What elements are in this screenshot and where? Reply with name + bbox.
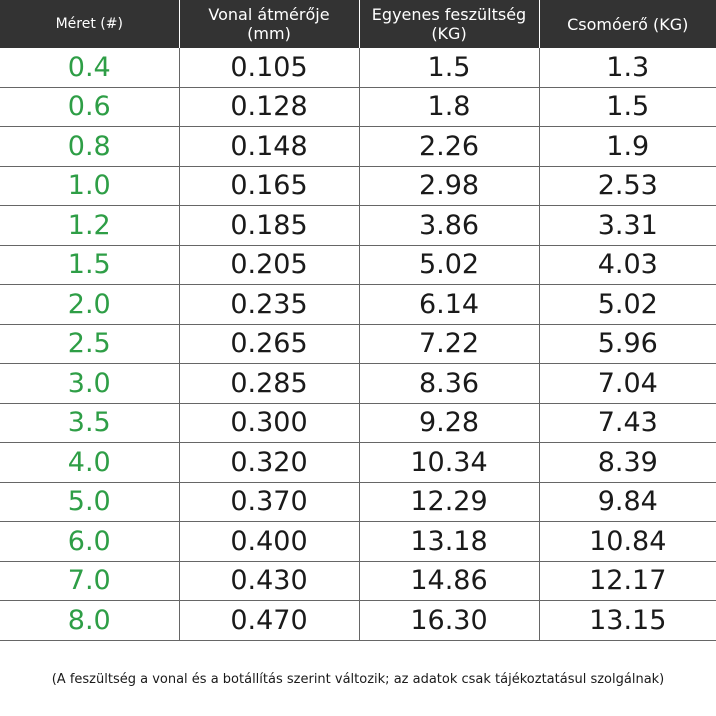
cell-diameter: 0.400 xyxy=(178,521,359,562)
cell-diameter: 0.430 xyxy=(178,561,359,601)
table-row: 1.5 0.205 5.02 4.03 xyxy=(0,245,716,285)
header-row: Méret (#) Vonal átmérője (mm) Egyenes fe… xyxy=(0,0,716,48)
cell-diameter: 0.205 xyxy=(178,245,359,285)
table-row: 0.4 0.105 1.5 1.3 xyxy=(0,48,716,88)
cell-straight-tension: 3.86 xyxy=(358,205,539,246)
cell-straight-tension: 1.8 xyxy=(358,87,539,127)
header-straight-tension: Egyenes feszültség (KG) xyxy=(358,0,539,48)
cell-knot-strength: 2.53 xyxy=(538,166,716,206)
cell-knot-strength: 7.04 xyxy=(538,363,716,404)
footnote: (A feszültség a vonal és a botállítás sz… xyxy=(51,672,665,687)
cell-straight-tension: 2.26 xyxy=(358,126,539,167)
cell-straight-tension: 14.86 xyxy=(358,561,539,601)
table-row: 3.0 0.285 8.36 7.04 xyxy=(0,363,716,404)
cell-size: 0.4 xyxy=(0,48,179,88)
cell-size: 0.8 xyxy=(0,126,179,167)
cell-diameter: 0.105 xyxy=(178,48,359,88)
table-row: 2.5 0.265 7.22 5.96 xyxy=(0,324,716,364)
cell-size: 5.0 xyxy=(0,482,179,522)
table-row: 4.0 0.320 10.34 8.39 xyxy=(0,442,716,483)
cell-knot-strength: 10.84 xyxy=(538,521,716,562)
table-row: 6.0 0.400 13.18 10.84 xyxy=(0,521,716,562)
cell-knot-strength: 8.39 xyxy=(538,442,716,483)
table-row: 7.0 0.430 14.86 12.17 xyxy=(0,561,716,601)
cell-straight-tension: 9.28 xyxy=(358,403,539,443)
cell-diameter: 0.470 xyxy=(178,600,359,641)
table-row: 2.0 0.235 6.14 5.02 xyxy=(0,284,716,325)
cell-diameter: 0.185 xyxy=(178,205,359,246)
cell-knot-strength: 13.15 xyxy=(538,600,716,641)
cell-size: 1.2 xyxy=(0,205,179,246)
cell-knot-strength: 1.9 xyxy=(538,126,716,167)
cell-straight-tension: 1.5 xyxy=(358,48,539,88)
cell-size: 3.5 xyxy=(0,403,179,443)
cell-straight-tension: 16.30 xyxy=(358,600,539,641)
cell-size: 1.0 xyxy=(0,166,179,206)
table-row: 1.2 0.185 3.86 3.31 xyxy=(0,205,716,246)
cell-knot-strength: 12.17 xyxy=(538,561,716,601)
cell-size: 0.6 xyxy=(0,87,179,127)
cell-size: 1.5 xyxy=(0,245,179,285)
cell-knot-strength: 3.31 xyxy=(538,205,716,246)
cell-size: 6.0 xyxy=(0,521,179,562)
cell-diameter: 0.300 xyxy=(178,403,359,443)
table-row: 0.8 0.148 2.26 1.9 xyxy=(0,126,716,167)
cell-knot-strength: 1.5 xyxy=(538,87,716,127)
table-row: 1.0 0.165 2.98 2.53 xyxy=(0,166,716,206)
cell-straight-tension: 6.14 xyxy=(358,284,539,325)
spec-table-container: Méret (#) Vonal átmérője (mm) Egyenes fe… xyxy=(0,0,716,641)
cell-diameter: 0.265 xyxy=(178,324,359,364)
cell-straight-tension: 5.02 xyxy=(358,245,539,285)
cell-size: 8.0 xyxy=(0,600,179,641)
cell-diameter: 0.165 xyxy=(178,166,359,206)
cell-straight-tension: 7.22 xyxy=(358,324,539,364)
cell-size: 7.0 xyxy=(0,561,179,601)
table-body: 0.4 0.105 1.5 1.3 0.6 0.128 1.8 1.5 0.8 0.148 2.26… xyxy=(0,48,716,641)
cell-straight-tension: 2.98 xyxy=(358,166,539,206)
cell-size: 2.5 xyxy=(0,324,179,364)
cell-straight-tension: 13.18 xyxy=(358,521,539,562)
cell-straight-tension: 10.34 xyxy=(358,442,539,483)
cell-straight-tension: 12.29 xyxy=(358,482,539,522)
cell-diameter: 0.235 xyxy=(178,284,359,325)
cell-knot-strength: 9.84 xyxy=(538,482,716,522)
line-spec-table: Méret (#) Vonal átmérője (mm) Egyenes fe… xyxy=(0,0,716,641)
cell-diameter: 0.320 xyxy=(178,442,359,483)
cell-size: 4.0 xyxy=(0,442,179,483)
header-size: Méret (#) xyxy=(0,0,179,48)
cell-knot-strength: 7.43 xyxy=(538,403,716,443)
header-knot-strength: Csomóerő (KG) xyxy=(538,0,716,48)
table-header: Méret (#) Vonal átmérője (mm) Egyenes fe… xyxy=(0,0,716,48)
table-row: 5.0 0.370 12.29 9.84 xyxy=(0,482,716,522)
table-row: 3.5 0.300 9.28 7.43 xyxy=(0,403,716,443)
cell-diameter: 0.148 xyxy=(178,126,359,167)
cell-diameter: 0.370 xyxy=(178,482,359,522)
cell-diameter: 0.128 xyxy=(178,87,359,127)
cell-size: 3.0 xyxy=(0,363,179,404)
table-row: 8.0 0.470 16.30 13.15 xyxy=(0,600,716,641)
table-row: 0.6 0.128 1.8 1.5 xyxy=(0,87,716,127)
cell-diameter: 0.285 xyxy=(178,363,359,404)
cell-knot-strength: 4.03 xyxy=(538,245,716,285)
cell-knot-strength: 5.02 xyxy=(538,284,716,325)
header-diameter: Vonal átmérője (mm) xyxy=(178,0,359,48)
cell-straight-tension: 8.36 xyxy=(358,363,539,404)
cell-size: 2.0 xyxy=(0,284,179,325)
cell-knot-strength: 5.96 xyxy=(538,324,716,364)
cell-knot-strength: 1.3 xyxy=(538,48,716,88)
